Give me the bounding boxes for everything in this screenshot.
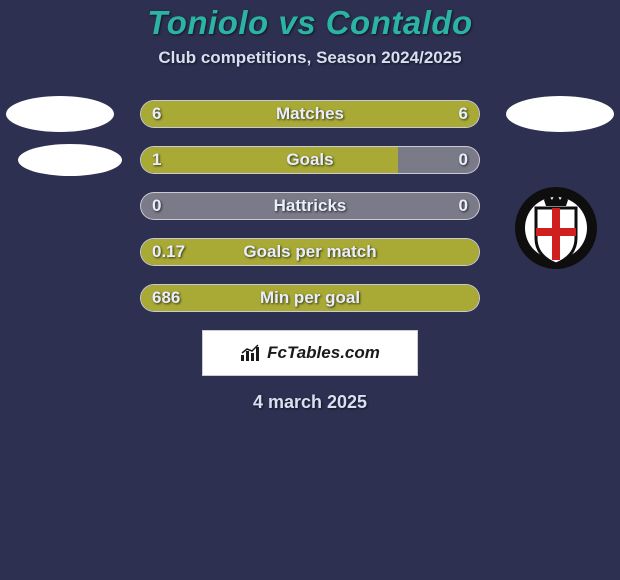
stat-row-gpm: 0.17 Goals per match xyxy=(0,238,620,266)
attribution-badge: FcTables.com xyxy=(202,330,418,376)
value-right: 0 xyxy=(459,146,468,174)
footer-date: 4 march 2025 xyxy=(0,392,620,413)
stat-row-hattricks: 0 Hattricks 0 xyxy=(0,192,620,220)
stat-label: Matches xyxy=(140,100,480,128)
stat-row-goals: 1 Goals 0 xyxy=(0,146,620,174)
page-title: Toniolo vs Contaldo xyxy=(0,4,620,42)
stat-label: Hattricks xyxy=(140,192,480,220)
value-right: 6 xyxy=(459,100,468,128)
subtitle: Club competitions, Season 2024/2025 xyxy=(0,48,620,68)
stat-row-matches: 6 Matches 6 xyxy=(0,100,620,128)
bar-chart-icon xyxy=(240,344,262,362)
team-badge-right-placeholder xyxy=(506,96,614,132)
stat-label: Goals xyxy=(140,146,480,174)
attribution-text: FcTables.com xyxy=(267,343,380,363)
value-right: 0 xyxy=(459,192,468,220)
main-card: Toniolo vs Contaldo Club competitions, S… xyxy=(0,0,620,580)
stats-area: 6 Matches 6 xyxy=(0,100,620,312)
team-badge-left-placeholder-2 xyxy=(18,144,122,176)
stat-label: Goals per match xyxy=(140,238,480,266)
stat-row-mpg: 686 Min per goal xyxy=(0,284,620,312)
stat-label: Min per goal xyxy=(140,284,480,312)
team-badge-left-placeholder xyxy=(6,96,114,132)
